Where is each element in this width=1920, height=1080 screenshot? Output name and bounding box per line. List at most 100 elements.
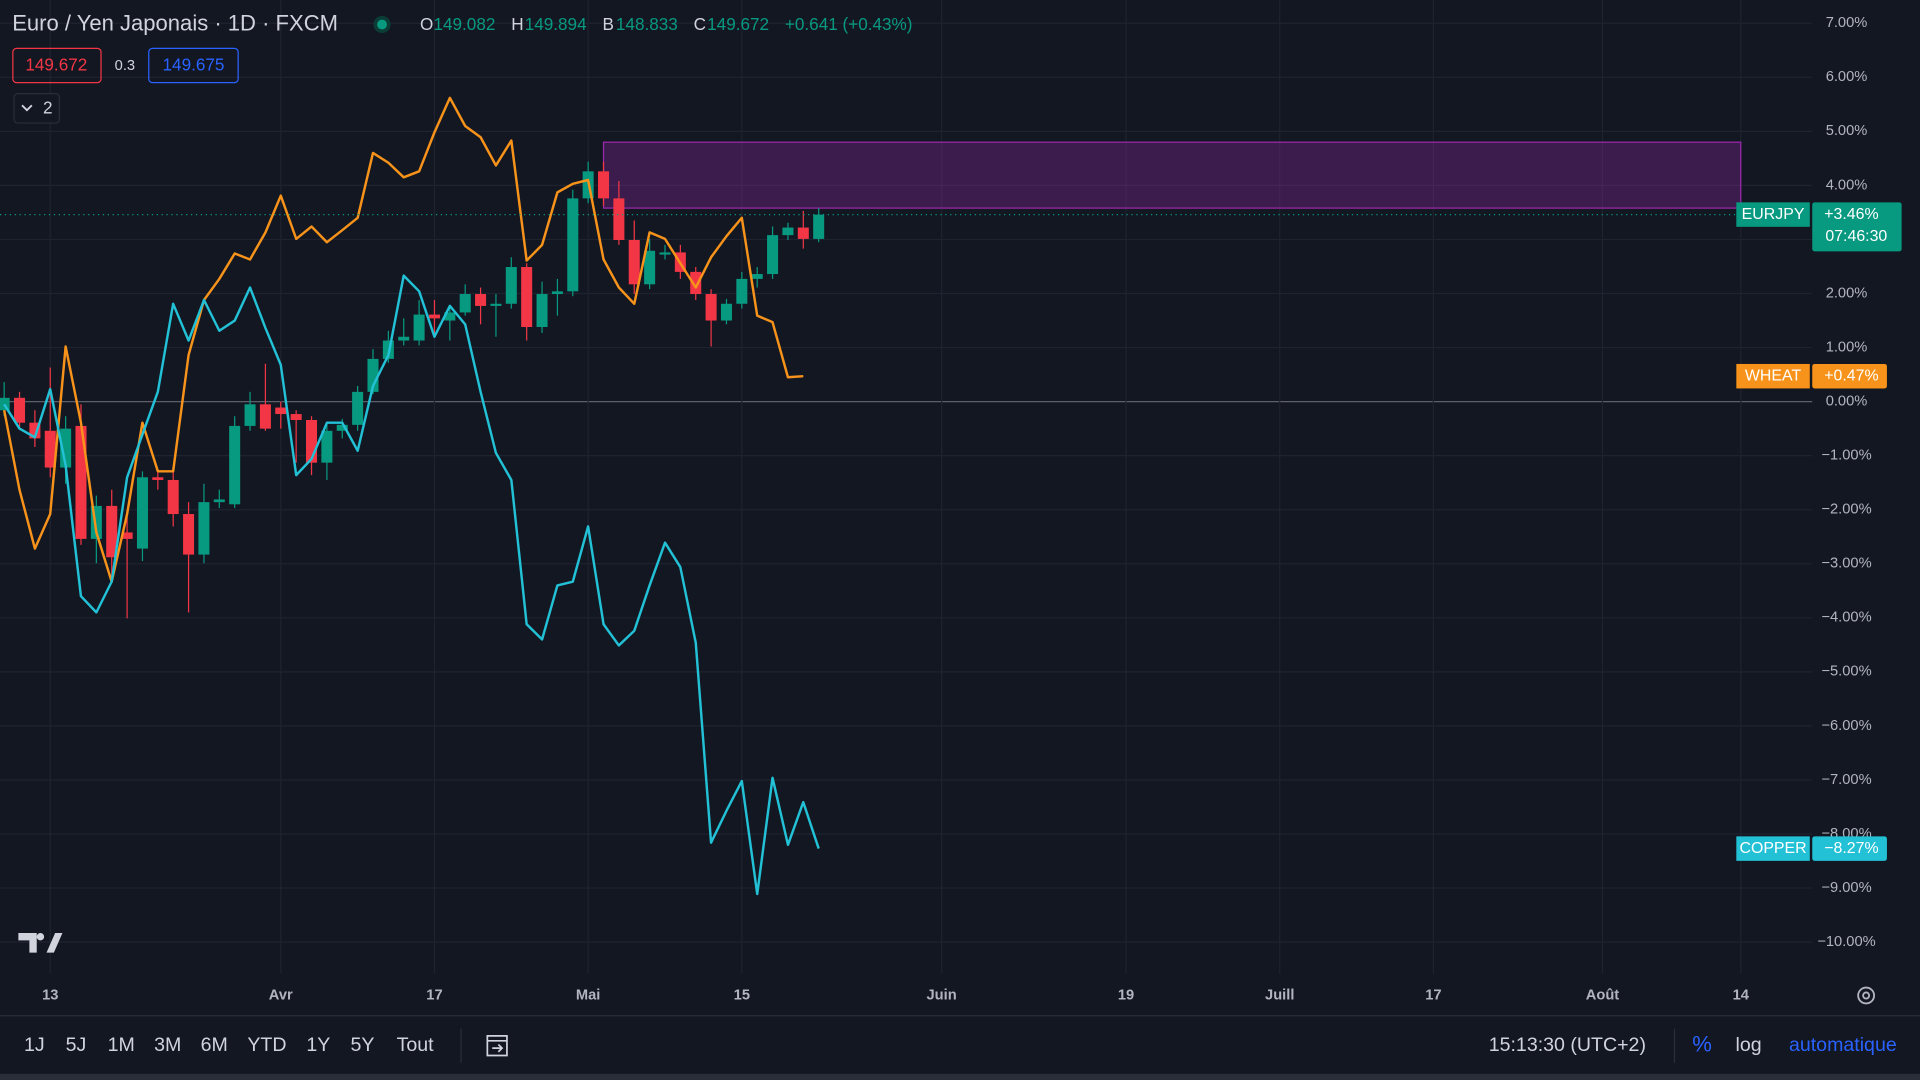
candle-body — [567, 198, 579, 292]
candle-body — [136, 477, 148, 549]
x-tick-label: Mai — [576, 987, 600, 1003]
range-button[interactable]: 6M — [201, 1034, 228, 1056]
candle-body — [14, 397, 26, 423]
auto-toggle[interactable]: automatique — [1789, 1034, 1897, 1056]
candle-body — [690, 271, 702, 295]
candle-body — [705, 294, 717, 321]
candle-body — [475, 294, 487, 306]
candle-body — [275, 407, 287, 415]
y-tick-label: 7.00% — [1826, 15, 1868, 31]
range-button[interactable]: 1Y — [306, 1034, 330, 1056]
candle-body — [259, 404, 271, 429]
y-tick-label: 4.00% — [1826, 177, 1868, 193]
settings-icon[interactable] — [1857, 986, 1875, 1005]
candle-body — [121, 532, 133, 539]
candle-body — [213, 499, 225, 503]
ohlc-key: H — [511, 14, 523, 34]
sell-price[interactable]: 149.672 — [25, 55, 87, 75]
candle-body — [398, 336, 410, 341]
x-tick-label: 14 — [1733, 987, 1750, 1003]
symbol-title[interactable]: Euro / Yen Japonais · 1D · FXCM — [12, 10, 338, 35]
buy-button[interactable] — [148, 47, 239, 84]
bottom-edge — [0, 1073, 1920, 1080]
range-button[interactable]: 5J — [66, 1034, 87, 1056]
grid — [0, 0, 1813, 974]
symbol-tag-label: WHEAT — [1745, 367, 1802, 384]
price-tag-label: +3.46% — [1824, 206, 1878, 223]
range-button[interactable]: YTD — [247, 1034, 286, 1056]
plot — [0, 96, 1813, 896]
ohlc-value: 148.833 — [616, 14, 678, 34]
y-tick-label: −9.00% — [1821, 880, 1871, 896]
candle-body — [152, 477, 164, 480]
candle-body — [352, 391, 364, 425]
indicator-toggle[interactable] — [13, 93, 60, 124]
y-tick-label: 2.00% — [1826, 285, 1868, 301]
indicator-count[interactable]: 2 — [43, 98, 53, 118]
candle-body — [813, 214, 825, 239]
status-dot — [377, 19, 387, 30]
ohlc-key: B — [602, 14, 613, 34]
buy-price[interactable]: 149.675 — [163, 55, 225, 75]
candle-body — [306, 419, 318, 463]
ohlc-value: 149.894 — [525, 14, 587, 34]
candle-body — [336, 424, 348, 431]
price-tag — [1812, 202, 1902, 252]
y-tick-label: −1.00% — [1821, 448, 1871, 464]
x-tick-label: 19 — [1118, 987, 1134, 1003]
change: +0.641 (+0.43%) — [785, 14, 913, 34]
candle-body — [29, 422, 41, 439]
candle-body — [428, 314, 440, 319]
candle-body — [229, 425, 241, 505]
candle-body — [198, 502, 210, 555]
candle-body — [797, 227, 809, 239]
series-line — [3, 274, 820, 896]
clock[interactable]: 15:13:30 (UTC+2) — [1489, 1034, 1646, 1056]
range-button[interactable]: 1J — [24, 1034, 45, 1056]
candle-body — [505, 267, 517, 304]
candle-body — [598, 171, 610, 199]
candle-body — [90, 505, 102, 539]
x-tick-label: Août — [1586, 987, 1620, 1003]
y-tick-label: −4.00% — [1821, 610, 1871, 626]
candle-body — [244, 404, 256, 426]
candle-body — [767, 235, 779, 275]
symbol-tag-label: EURJPY — [1742, 206, 1805, 223]
candle-body — [44, 430, 56, 468]
range-button[interactable]: 5Y — [350, 1034, 374, 1056]
y-tick-label: 1.00% — [1826, 339, 1868, 355]
sell-button[interactable] — [12, 47, 102, 84]
candle-body — [459, 294, 471, 313]
candle-body — [659, 252, 671, 255]
date-range-icon[interactable] — [486, 1035, 508, 1057]
candle-body — [628, 239, 640, 285]
x-tick-label: 13 — [42, 987, 58, 1003]
candle-body — [613, 198, 625, 240]
candle-body — [106, 505, 118, 558]
countdown: 07:46:30 — [1825, 228, 1887, 245]
symbol-tag — [1736, 836, 1810, 861]
symbol-tag — [1736, 202, 1810, 227]
log-toggle[interactable]: log — [1736, 1034, 1762, 1056]
price-tag-label: +0.47% — [1824, 367, 1878, 384]
x-tick-label: Juin — [927, 987, 957, 1003]
y-tick-label: −10.00% — [1817, 934, 1875, 950]
candle-body — [736, 278, 748, 304]
logo[interactable] — [18, 933, 63, 953]
y-tick-label: 6.00% — [1826, 69, 1868, 85]
candle-body — [751, 274, 763, 279]
ohlc-value: 149.672 — [707, 14, 769, 34]
chevron-icon — [21, 104, 33, 112]
candle-body — [720, 303, 732, 321]
percent-toggle[interactable]: % — [1692, 1032, 1712, 1057]
settings-icon-center — [1862, 991, 1871, 1000]
price-tag — [1812, 363, 1887, 389]
range-button[interactable]: 1M — [108, 1034, 135, 1056]
symbol-tag-label: COPPER — [1739, 840, 1806, 857]
candle-body — [536, 294, 548, 328]
range-button[interactable]: Tout — [397, 1034, 435, 1056]
x-tick-label: 17 — [426, 987, 442, 1003]
range-button[interactable]: 3M — [154, 1034, 181, 1056]
candle-body — [644, 250, 656, 285]
